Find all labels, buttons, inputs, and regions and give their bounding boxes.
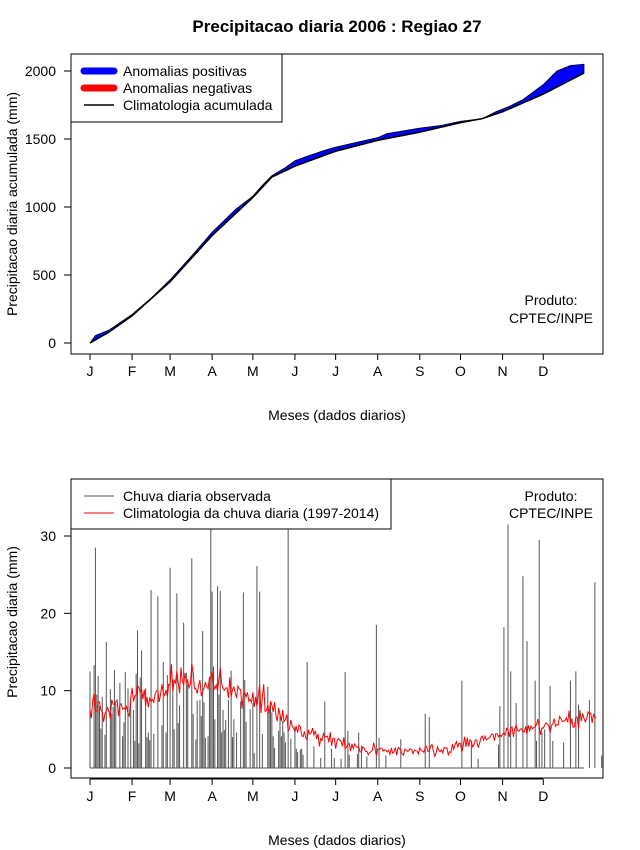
accumulated-x-tick-label: M [164, 363, 176, 379]
accumulated-x-tick-label: J [291, 363, 298, 379]
daily-climatology-line [89, 663, 597, 758]
daily-x-tick-label: F [128, 788, 137, 804]
accumulated-climatology-line [89, 72, 585, 344]
daily-credit-line2: CPTEC/INPE [509, 505, 593, 521]
daily-y-tick-label: 0 [48, 760, 56, 776]
accumulated-x-tick-label: D [538, 363, 548, 379]
accumulated-y-tick-label: 1500 [25, 131, 56, 147]
accumulated-panel: J F M A M J J A S O N D 0 500 1000 1500 2000 Meses (dado… [4, 53, 604, 423]
legend-label-observed: Chuva diaria observada [123, 488, 271, 504]
accumulated-y-tick-label: 1000 [25, 199, 56, 215]
daily-x-axis-label: Meses (dados diarios) [268, 832, 406, 848]
daily-x-tick-label: J [291, 788, 298, 804]
daily-y-tick-label: 30 [40, 528, 56, 544]
accumulated-plot-area [89, 63, 585, 344]
daily-x-tick-label: J [332, 788, 339, 804]
accumulated-x-tick-label: F [128, 363, 137, 379]
accumulated-y-tick-label: 2000 [25, 63, 56, 79]
accumulated-y-tick-label: 500 [33, 267, 57, 283]
accumulated-x-tick-label: A [207, 363, 217, 379]
accumulated-x-tick-label: S [415, 363, 424, 379]
daily-y-axis-label: Precipitacao diaria (mm) [4, 546, 20, 698]
accumulated-x-axis-label: Meses (dados diarios) [268, 407, 406, 423]
legend-label-positive: Anomalias positivas [123, 63, 247, 79]
daily-x-tick-label: S [415, 788, 424, 804]
daily-x-tick-label: J [87, 788, 94, 804]
daily-credit-line1: Produto: [525, 488, 578, 504]
daily-legend: Chuva diaria observada Climatologia da c… [70, 478, 392, 530]
accumulated-x-tick-label: A [373, 363, 383, 379]
accumulated-credit-line1: Produto: [525, 292, 578, 308]
legend-label-negative: Anomalias negativas [123, 80, 252, 96]
accumulated-x-tick-label: N [498, 363, 508, 379]
accumulated-y-axis-label: Precipitacao diaria acumulada (mm) [4, 92, 20, 316]
daily-x-tick-label: M [164, 788, 176, 804]
accumulated-x-tick-label: J [332, 363, 339, 379]
legend-label-climatology: Climatologia acumulada [123, 97, 273, 113]
accumulated-legend: Anomalias positivas Anomalias negativas … [70, 53, 283, 123]
daily-axes: J F M A M J J A S O N D 0 10 20 30 [40, 528, 548, 804]
accumulated-x-tick-label: O [455, 363, 466, 379]
daily-y-tick-label: 10 [40, 683, 56, 699]
accumulated-x-tick-label: J [87, 363, 94, 379]
daily-plot-area [89, 524, 603, 769]
daily-x-tick-label: M [247, 788, 259, 804]
daily-x-tick-label: A [373, 788, 383, 804]
daily-x-tick-label: D [538, 788, 548, 804]
daily-legend-box [70, 478, 392, 530]
accumulated-credit-line2: CPTEC/INPE [509, 310, 593, 326]
accumulated-axes: J F M A M J J A S O N D 0 500 1000 1500 2000 [25, 63, 549, 379]
daily-x-tick-label: N [498, 788, 508, 804]
daily-y-tick-label: 20 [40, 605, 56, 621]
accumulated-legend-box [70, 53, 283, 123]
accumulated-x-tick-label: M [247, 363, 259, 379]
daily-x-tick-label: O [455, 788, 466, 804]
figure-title: Precipitacao diaria 2006 : Regiao 27 [192, 17, 481, 36]
accumulated-y-tick-label: 0 [48, 335, 56, 351]
legend-label-daily-climatology: Climatologia da chuva diaria (1997-2014) [123, 505, 379, 521]
daily-x-tick-label: A [207, 788, 217, 804]
daily-panel: J F M A M J J A S O N D 0 10 20 30 Meses (dados diarios… [4, 478, 604, 848]
